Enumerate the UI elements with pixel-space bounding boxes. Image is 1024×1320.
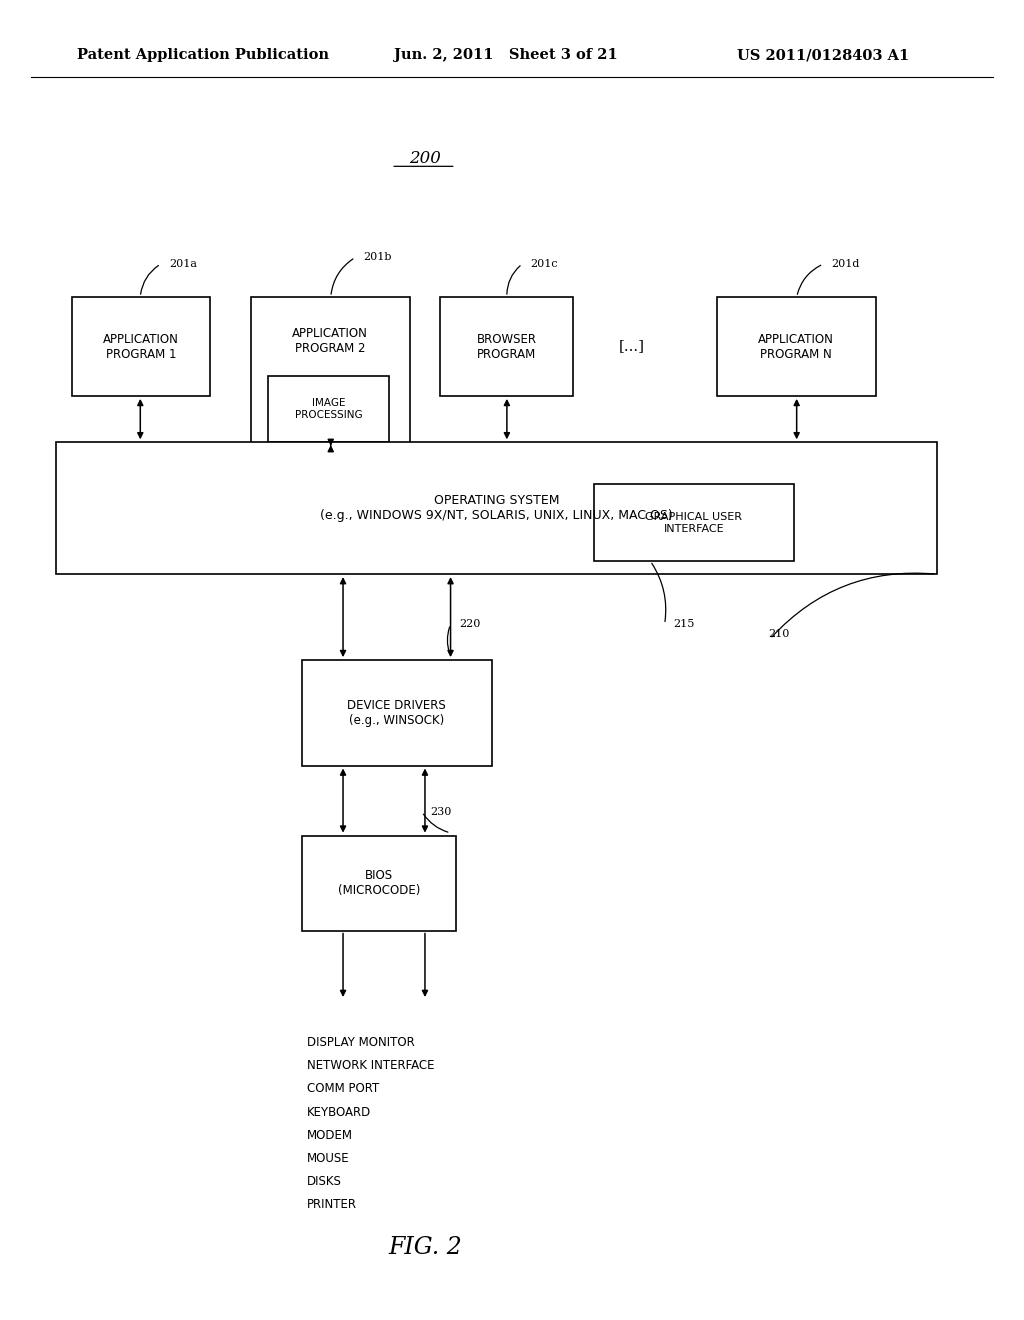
- Bar: [56, 442, 937, 574]
- Text: FIG. 2: FIG. 2: [388, 1236, 462, 1259]
- Text: [...]: [...]: [618, 339, 645, 352]
- Text: 201b: 201b: [364, 252, 392, 263]
- Text: 215: 215: [673, 619, 694, 630]
- Text: DISKS: DISKS: [307, 1175, 342, 1188]
- Bar: [72, 297, 210, 396]
- Bar: [594, 484, 794, 561]
- Text: APPLICATION
PROGRAM 2: APPLICATION PROGRAM 2: [292, 326, 369, 355]
- Text: 210: 210: [768, 628, 790, 639]
- Text: Jun. 2, 2011   Sheet 3 of 21: Jun. 2, 2011 Sheet 3 of 21: [394, 49, 618, 62]
- Bar: [440, 297, 573, 396]
- Text: IMAGE
PROCESSING: IMAGE PROCESSING: [295, 399, 362, 420]
- Text: NETWORK INTERFACE: NETWORK INTERFACE: [307, 1059, 435, 1072]
- Text: MOUSE: MOUSE: [307, 1151, 350, 1164]
- Text: GRAPHICAL USER
INTERFACE: GRAPHICAL USER INTERFACE: [645, 512, 742, 533]
- Text: DISPLAY MONITOR: DISPLAY MONITOR: [307, 1036, 415, 1049]
- Text: 201a: 201a: [169, 259, 197, 269]
- Text: OPERATING SYSTEM
(e.g., WINDOWS 9X/NT, SOLARIS, UNIX, LINUX, MAC OS): OPERATING SYSTEM (e.g., WINDOWS 9X/NT, S…: [321, 494, 673, 523]
- Text: 201d: 201d: [831, 259, 860, 269]
- Bar: [251, 297, 410, 449]
- Bar: [302, 836, 456, 931]
- Text: BROWSER
PROGRAM: BROWSER PROGRAM: [477, 333, 537, 360]
- Bar: [302, 660, 492, 766]
- Text: 220: 220: [459, 619, 480, 630]
- Text: APPLICATION
PROGRAM 1: APPLICATION PROGRAM 1: [102, 333, 179, 360]
- Bar: [717, 297, 876, 396]
- Text: DEVICE DRIVERS
(e.g., WINSOCK): DEVICE DRIVERS (e.g., WINSOCK): [347, 698, 446, 727]
- Text: 201c: 201c: [530, 259, 558, 269]
- Text: COMM PORT: COMM PORT: [307, 1082, 380, 1096]
- Text: APPLICATION
PROGRAM N: APPLICATION PROGRAM N: [758, 333, 835, 360]
- Text: BIOS
(MICROCODE): BIOS (MICROCODE): [338, 869, 420, 898]
- Text: US 2011/0128403 A1: US 2011/0128403 A1: [737, 49, 909, 62]
- Text: Patent Application Publication: Patent Application Publication: [77, 49, 329, 62]
- Text: MODEM: MODEM: [307, 1129, 353, 1142]
- Text: PRINTER: PRINTER: [307, 1199, 357, 1210]
- Bar: [268, 376, 389, 442]
- Text: 200: 200: [409, 150, 441, 166]
- Text: KEYBOARD: KEYBOARD: [307, 1106, 372, 1118]
- Text: 230: 230: [430, 807, 452, 817]
